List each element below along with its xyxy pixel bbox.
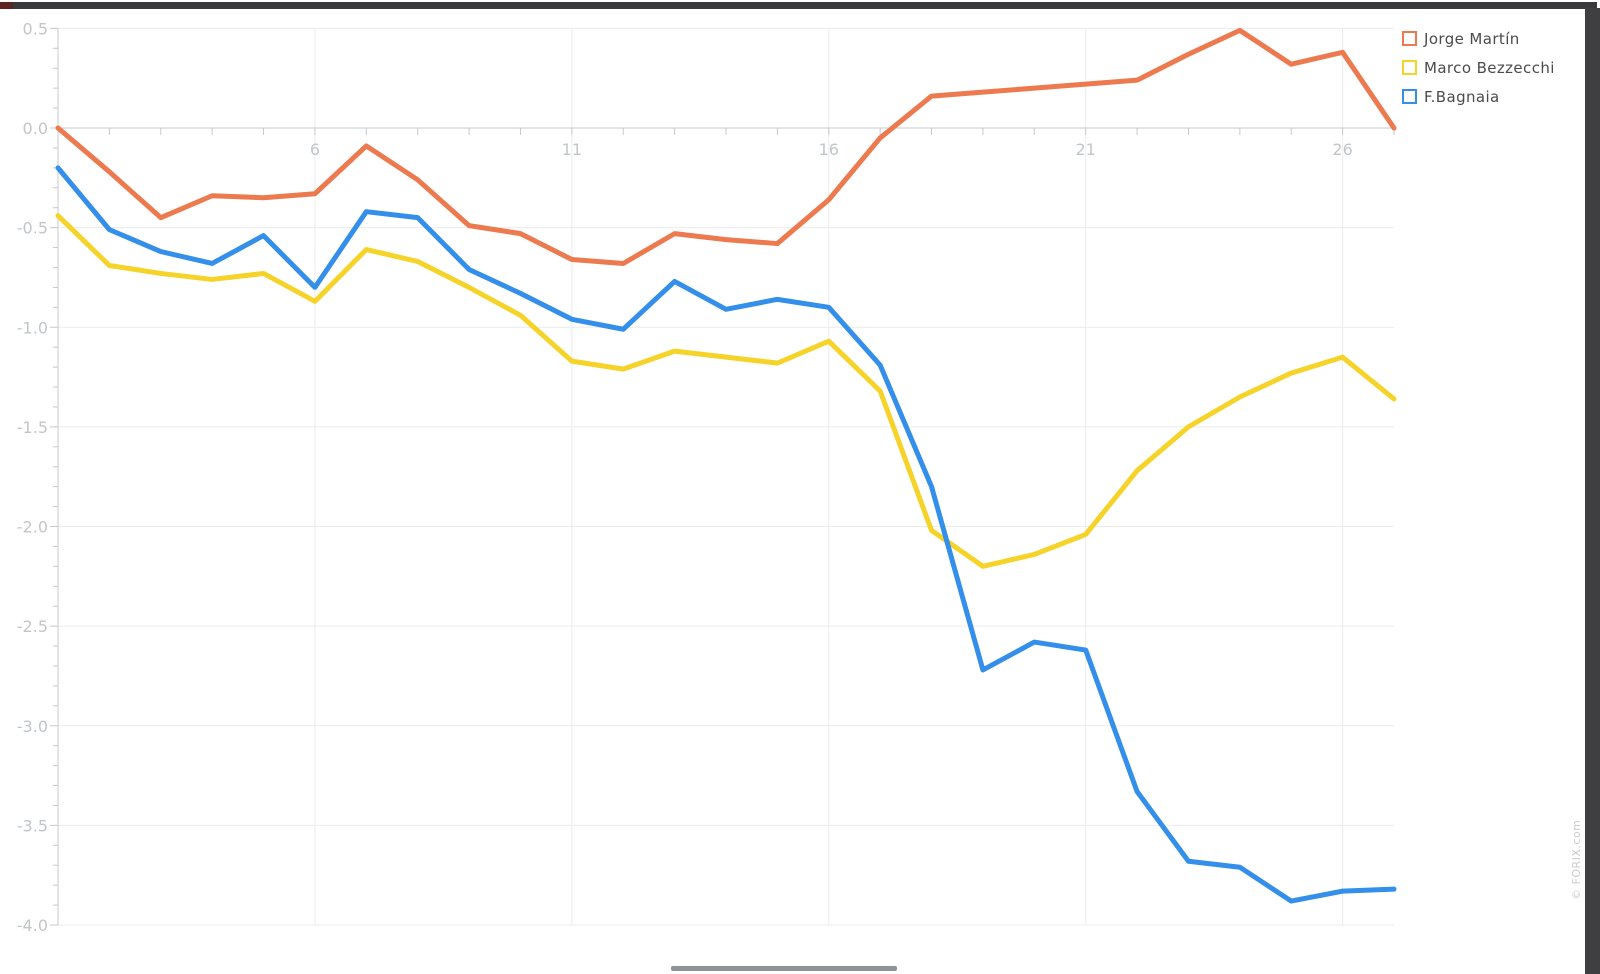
svg-text:6: 6	[310, 140, 320, 159]
svg-text:-3.5: -3.5	[17, 816, 48, 835]
legend-label: Jorge Martín	[1424, 29, 1520, 48]
svg-text:-1.5: -1.5	[17, 418, 48, 437]
watermark-text: © FORIX.com	[1570, 819, 1583, 900]
legend-item: F.Bagnaia	[1402, 82, 1555, 111]
window-frame-right	[1585, 8, 1600, 974]
legend-swatch	[1402, 60, 1417, 75]
window-frame-accent	[0, 2, 13, 9]
window-frame-top	[0, 2, 1597, 9]
legend-label: Marco Bezzecchi	[1424, 58, 1555, 77]
legend-item: Jorge Martín	[1402, 24, 1555, 53]
svg-text:11: 11	[562, 140, 582, 159]
svg-text:-1.0: -1.0	[17, 318, 48, 337]
chart-legend: Jorge Martín Marco Bezzecchi F.Bagnaia	[1402, 24, 1555, 111]
svg-text:-2.0: -2.0	[17, 518, 48, 537]
legend-swatch	[1402, 31, 1417, 46]
legend-item: Marco Bezzecchi	[1402, 53, 1555, 82]
svg-text:-0.5: -0.5	[17, 219, 48, 238]
svg-text:-2.5: -2.5	[17, 617, 48, 636]
svg-text:16: 16	[819, 140, 839, 159]
svg-text:0.5: 0.5	[23, 19, 48, 38]
legend-label: F.Bagnaia	[1424, 87, 1500, 106]
svg-text:26: 26	[1332, 140, 1352, 159]
svg-text:-3.0: -3.0	[17, 717, 48, 736]
svg-text:21: 21	[1076, 140, 1096, 159]
legend-swatch	[1402, 89, 1417, 104]
svg-text:-4.0: -4.0	[17, 916, 48, 935]
horizontal-scrollbar-thumb[interactable]	[671, 966, 897, 971]
svg-text:0.0: 0.0	[23, 119, 48, 138]
